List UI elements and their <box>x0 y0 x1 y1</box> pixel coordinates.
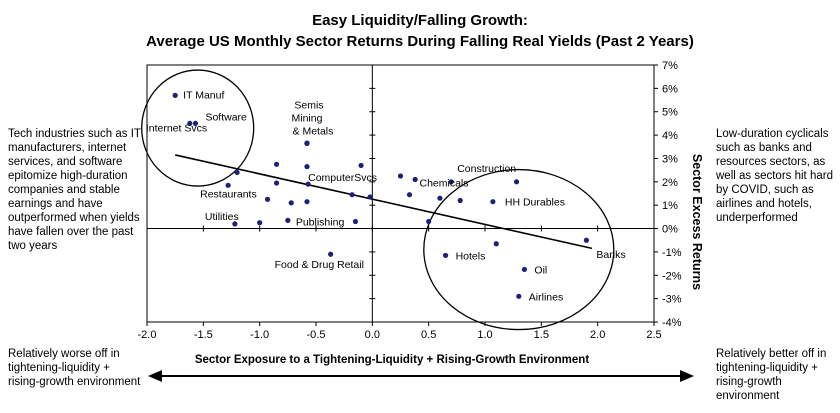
data-point <box>412 176 418 183</box>
x-tick-label: 0.0 <box>365 329 380 341</box>
point-label: Construction <box>457 163 516 175</box>
data-point <box>349 192 355 198</box>
data-point <box>234 169 240 176</box>
point-label: & Metals <box>293 125 334 137</box>
x-tick-label: -2.0 <box>138 329 157 341</box>
y-tick-label: 1% <box>662 200 678 212</box>
point-label: HH Durables <box>505 197 565 209</box>
data-point <box>442 252 449 259</box>
data-point <box>288 200 294 206</box>
y-tick-label: 2% <box>662 177 678 189</box>
point-label: Utilities <box>205 211 239 223</box>
data-point <box>304 164 310 170</box>
x-tick-label: 1.0 <box>477 329 492 341</box>
data-point <box>490 199 496 205</box>
y-tick-label: 7% <box>662 60 678 72</box>
y-tick-label: -1% <box>662 247 682 259</box>
point-label: IT Manuf <box>183 89 224 101</box>
data-point <box>232 221 238 227</box>
data-point <box>367 194 373 200</box>
data-point <box>285 217 291 223</box>
data-point <box>304 140 310 146</box>
y-tick-label: 0% <box>662 224 678 236</box>
point-label: Mining <box>292 112 323 124</box>
point-label: Software <box>205 111 247 123</box>
trend-line <box>174 154 593 250</box>
data-point <box>448 179 454 185</box>
x-tick-label: -1.5 <box>194 329 213 341</box>
point-label: Semis <box>294 99 323 111</box>
point-label: Hotels <box>456 250 486 262</box>
data-point <box>192 120 199 127</box>
x-tick-label: 2.0 <box>590 329 605 341</box>
bottom-right-annotation: Relatively better off in tightening-liqu… <box>716 348 827 402</box>
data-point <box>305 181 311 187</box>
chart-subtitle: Average US Monthly Sector Returns During… <box>146 33 694 50</box>
point-label: Oil <box>534 264 547 276</box>
y-tick-label: -3% <box>662 294 682 306</box>
data-point <box>273 161 280 167</box>
y-tick-label: 4% <box>662 130 678 142</box>
data-point <box>304 199 310 205</box>
point-label: Banks <box>596 249 625 261</box>
data-point <box>457 197 463 204</box>
point-label: ComputerSvcs <box>308 172 377 184</box>
tech-cluster-circle <box>141 69 255 187</box>
y-tick-label: -4% <box>662 317 682 329</box>
data-point <box>172 92 178 98</box>
arrow-head-right <box>680 370 694 382</box>
y-axis-label: Sector Excess Returns <box>690 154 704 290</box>
x-axis-label: Sector Exposure to a Tightening-Liquidit… <box>195 354 589 366</box>
data-point <box>513 179 520 185</box>
bottom-left-annotation: Relatively worse off in tightening-liqui… <box>8 348 141 388</box>
y-tick-label: 6% <box>662 83 678 95</box>
right-annotation: Low-duration cyclicals such as banks and… <box>716 128 833 224</box>
data-point <box>426 218 432 225</box>
x-tick-label: 2.5 <box>646 329 661 341</box>
arrow-head-left <box>148 370 162 382</box>
y-tick-label: 5% <box>662 107 678 119</box>
chart-title: Easy Liquidity/Falling Growth: <box>312 12 528 29</box>
x-tick-label: -1.0 <box>250 329 269 341</box>
point-label: Food & Drug Retail <box>275 259 364 271</box>
cyclicals-cluster-circle <box>423 168 615 331</box>
x-tick-label: 0.5 <box>421 329 436 341</box>
y-tick-label: 3% <box>662 153 678 165</box>
data-point <box>397 173 404 179</box>
plot-frame <box>146 64 655 323</box>
data-point <box>352 218 359 225</box>
point-label: Chemicals <box>420 178 469 190</box>
data-point <box>358 162 364 169</box>
data-point <box>264 196 271 202</box>
data-point <box>521 266 528 273</box>
y-tick-label: -2% <box>662 270 682 282</box>
data-point <box>493 241 499 247</box>
data-point <box>187 120 193 127</box>
data-point <box>273 180 280 186</box>
point-label: Airlines <box>529 291 563 303</box>
data-point <box>516 293 522 299</box>
data-point <box>257 220 263 226</box>
x-tick-label: -0.5 <box>307 329 326 341</box>
x-tick-label: 1.5 <box>534 329 549 341</box>
point-label: Publishing <box>296 216 345 228</box>
data-point <box>583 237 590 243</box>
data-point <box>225 182 231 188</box>
left-annotation: Tech industries such as IT manufacturers… <box>8 128 141 252</box>
data-point <box>406 192 413 198</box>
point-label: Internet Svcs <box>146 122 207 134</box>
data-point <box>328 251 334 257</box>
point-label: Restaurants <box>200 188 257 200</box>
data-point <box>437 195 443 201</box>
